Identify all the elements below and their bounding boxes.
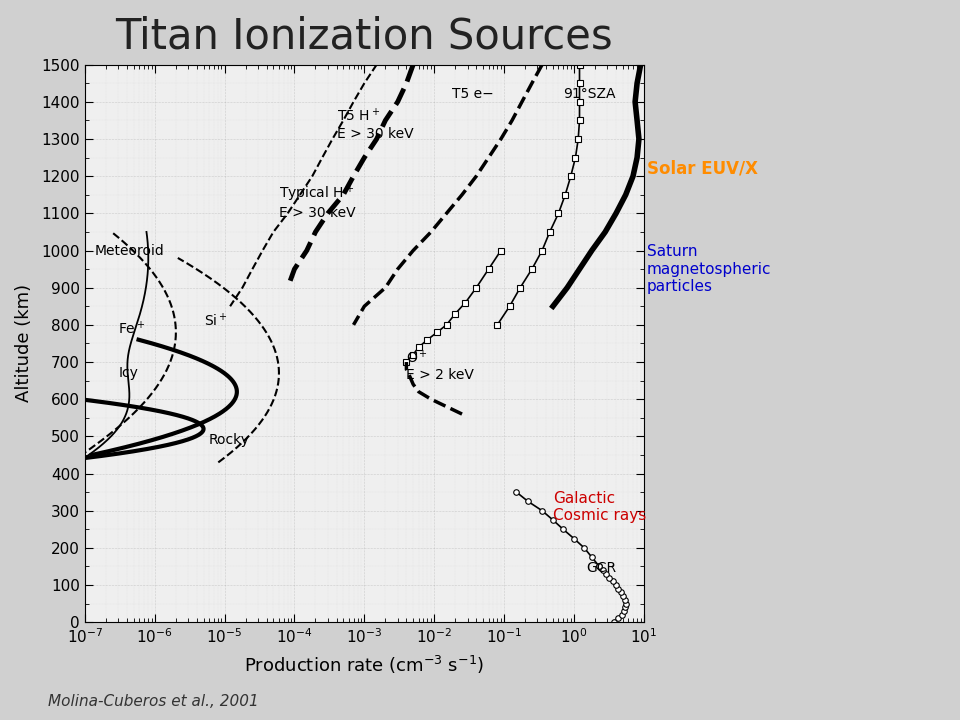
X-axis label: Production rate (cm$^{-3}$ s$^{-1}$): Production rate (cm$^{-3}$ s$^{-1}$)	[245, 654, 485, 676]
Text: Solar EUV/X: Solar EUV/X	[647, 160, 757, 178]
Text: O$^+$
E > 2 keV: O$^+$ E > 2 keV	[406, 349, 474, 382]
Text: Fe$^+$: Fe$^+$	[118, 320, 146, 337]
Text: T5 e−: T5 e−	[452, 87, 493, 102]
Text: Icy: Icy	[118, 366, 138, 380]
Text: Si$^+$: Si$^+$	[204, 312, 228, 330]
Text: T5 H$^+$
E > 30 keV: T5 H$^+$ E > 30 keV	[337, 107, 413, 141]
Title: Titan Ionization Sources: Titan Ionization Sources	[115, 15, 613, 57]
Text: Meteoroid: Meteoroid	[95, 243, 165, 258]
Text: Saturn
magnetospheric
particles: Saturn magnetospheric particles	[647, 244, 771, 294]
Text: Galactic
Cosmic rays: Galactic Cosmic rays	[553, 491, 646, 523]
Text: GCR: GCR	[587, 562, 617, 575]
Text: Molina-Cuberos et al., 2001: Molina-Cuberos et al., 2001	[48, 693, 259, 708]
Text: Rocky: Rocky	[209, 433, 250, 447]
Y-axis label: Altitude (km): Altitude (km)	[15, 284, 33, 402]
Text: Typical H$^+$
E > 30 keV: Typical H$^+$ E > 30 keV	[279, 184, 355, 220]
Text: 91°SZA: 91°SZA	[564, 87, 615, 102]
